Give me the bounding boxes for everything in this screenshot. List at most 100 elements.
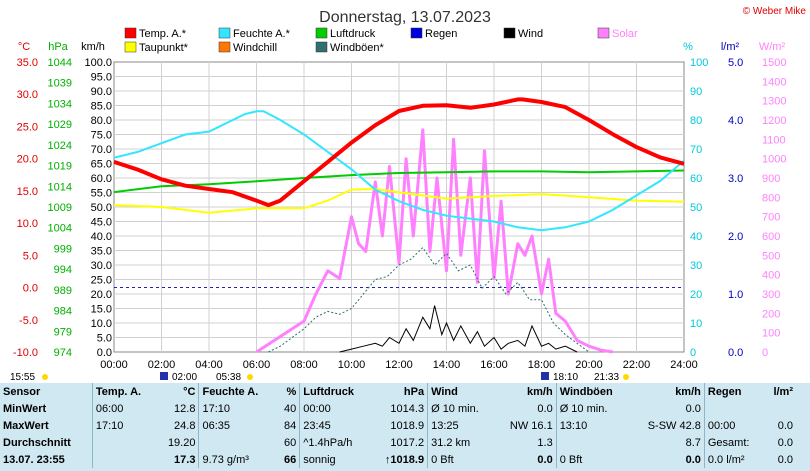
tick-label: 30.0 xyxy=(91,260,112,272)
tick-label: 1200 xyxy=(762,115,786,127)
table-cell: 13.07. 23:55 xyxy=(3,453,65,466)
legend-swatch xyxy=(218,27,231,39)
tick-label: 15.0 xyxy=(91,304,112,316)
sun-icon xyxy=(42,374,48,380)
tick-label: 85.0 xyxy=(91,101,112,113)
table-cell: 0.0 xyxy=(537,402,553,415)
tick-label: 25.0 xyxy=(91,275,112,287)
tick-label: 80.0 xyxy=(91,115,112,127)
sun-time-label: 15:55 xyxy=(10,372,35,383)
pressure-line xyxy=(113,169,685,194)
tick-label: 100 xyxy=(762,328,780,340)
table-cell: 19.20 xyxy=(167,436,196,449)
tick-label: 1039 xyxy=(48,78,72,90)
table-cell: Wind xyxy=(427,383,495,400)
tick-label: 90.0 xyxy=(91,86,112,98)
tick-label: 1024 xyxy=(48,140,72,152)
legend-swatch xyxy=(597,27,610,39)
sunrise-icon xyxy=(247,374,253,380)
axis-unit-label: % xyxy=(683,41,693,53)
tick-label: 979 xyxy=(54,326,72,338)
table-cell: 31.2 km xyxy=(427,434,495,451)
x-tick-label: 12:00 xyxy=(385,359,413,371)
tick-label: 20 xyxy=(690,289,702,301)
tick-label: 1034 xyxy=(48,98,72,110)
table-cell: Windböen xyxy=(555,383,631,400)
table-cell: MaxWert xyxy=(3,419,49,432)
table-cell: 06:35 xyxy=(198,417,277,434)
table-cell: 13:10 xyxy=(555,417,631,434)
table-cell: hPa xyxy=(370,383,428,400)
tick-label: 1300 xyxy=(762,96,786,108)
table-cell: 60 xyxy=(283,436,297,449)
tick-label: 500 xyxy=(762,250,780,262)
table-cell: Feuchte A. xyxy=(198,383,277,400)
table-cell: 0.0 xyxy=(685,453,701,466)
chart-legend: Temp. A.* Feuchte A.* Luftdruck Regen Wind So… xyxy=(124,27,638,54)
axis-unit-label: °C xyxy=(18,41,30,53)
x-tick-label: 24:00 xyxy=(670,359,698,371)
chart-title: Donnerstag, 13.07.2023 xyxy=(319,9,491,26)
table-cell: % xyxy=(276,383,300,400)
tick-label: 600 xyxy=(762,231,780,243)
temperature-line xyxy=(113,97,685,208)
tick-label: 75.0 xyxy=(91,130,112,142)
tick-label: 1500 xyxy=(762,57,786,69)
table-cell: 17:10 xyxy=(198,400,277,417)
legend-label: Luftdruck xyxy=(330,28,376,40)
tick-label: 3.0 xyxy=(728,173,743,185)
legend-label: Solar xyxy=(612,28,638,40)
table-cell: 23:45 xyxy=(299,417,371,434)
tick-label: 1400 xyxy=(762,76,786,88)
table-cell: 1.3 xyxy=(537,436,553,449)
x-tick-label: 08:00 xyxy=(290,359,318,371)
moonrise-icon xyxy=(160,372,168,380)
legend-swatch xyxy=(218,41,231,53)
tick-label: 200 xyxy=(762,308,780,320)
table-cell: 0.0 xyxy=(777,419,793,432)
table-cell: Luftdruck xyxy=(299,383,371,400)
table-cell: ^1.4hPa/h xyxy=(299,434,371,451)
legend-swatch xyxy=(124,41,137,53)
table-cell: 1018.9 xyxy=(390,419,425,432)
table-row: Durchschnitt 19.20 60 ^1.4hPa/h 1017.2 31.2 k… xyxy=(0,434,796,451)
x-tick-label: 04:00 xyxy=(195,359,223,371)
table-cell: 1014.3 xyxy=(390,402,425,415)
legend-swatch xyxy=(315,41,328,53)
sun-time-label: 05:38 xyxy=(216,372,241,383)
tick-label: 50.0 xyxy=(91,202,112,214)
statistics-table: Sensor Temp. A. °C Feuchte A.% Luftdruck hPa W… xyxy=(0,383,810,471)
tick-label: 1000 xyxy=(762,154,786,166)
table-cell: Regen xyxy=(703,383,765,400)
tick-label: 40 xyxy=(690,231,702,243)
table-cell xyxy=(91,451,157,468)
weather-chart: Donnerstag, 13.07.2023 © Weber Mike Temp… xyxy=(10,6,806,383)
table-cell: 06:00 xyxy=(91,400,157,417)
table-cell: 0 Bft xyxy=(427,451,495,468)
axis-ticks: 35.0 30.0 25.0 20.0 15.0 10.0 5.0 0.0 -5.0 -10.0 1… xyxy=(13,57,787,371)
table-cell: 13:25 xyxy=(427,417,495,434)
table-cell: 1017.2 xyxy=(390,436,425,449)
table-cell: Sensor xyxy=(0,383,93,400)
sun-time-label: 21:33 xyxy=(594,372,619,383)
table-cell xyxy=(764,400,796,417)
tick-label: 989 xyxy=(54,285,72,297)
plot-area xyxy=(113,97,685,354)
table-cell: 84 xyxy=(283,419,297,432)
table-cell xyxy=(703,400,765,417)
tick-label: 700 xyxy=(762,212,780,224)
tick-label: 60.0 xyxy=(91,173,112,185)
table-row: 13.07. 23:55 17.3 9.73 g/m³ 66 sonnig ↑1018.9… xyxy=(0,451,796,468)
tick-label: 994 xyxy=(54,264,72,276)
x-tick-label: 06:00 xyxy=(243,359,271,371)
tick-label: 4.0 xyxy=(728,115,743,127)
tick-label: 1029 xyxy=(48,119,72,131)
tick-label: 70 xyxy=(690,144,702,156)
tick-label: 10.0 xyxy=(91,318,112,330)
legend-swatch xyxy=(503,27,516,39)
table-cell: ↑1018.9 xyxy=(384,453,425,466)
table-cell: Temp. A. xyxy=(91,383,157,400)
table-cell xyxy=(555,434,631,451)
tick-label: 0.0 xyxy=(23,283,38,295)
tick-label: 35.0 xyxy=(91,246,112,258)
